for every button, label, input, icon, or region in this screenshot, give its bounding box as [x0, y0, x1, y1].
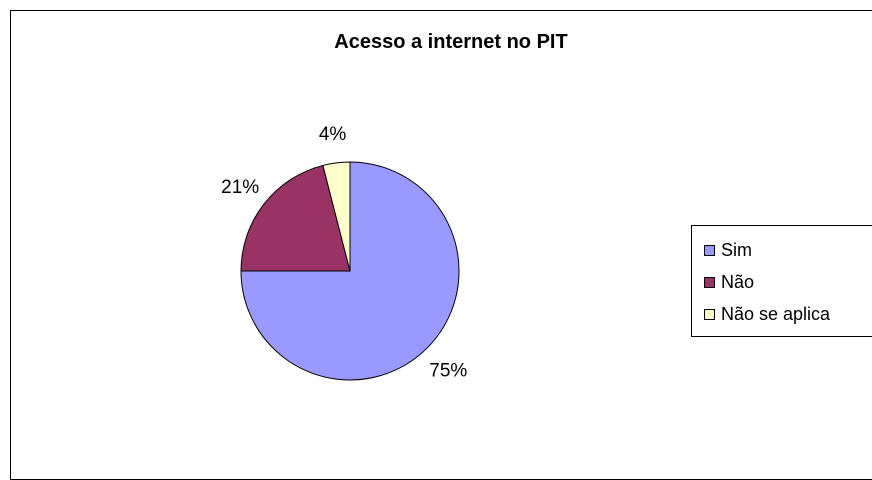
pie-slice-nao-se-aplica: [322, 161, 351, 272]
pie-slice-nao: [240, 164, 351, 272]
legend-item-sim: Sim: [692, 234, 872, 266]
legend-swatch-nao: [704, 276, 715, 288]
legend-item-nao-se-aplica: Não se aplica: [692, 298, 872, 330]
legend-swatch-nao-se-aplica: [704, 308, 715, 320]
data-label-nao: 21%: [221, 177, 259, 198]
data-label-nao-se-aplica: 4%: [319, 124, 347, 145]
legend-label-sim: Sim: [721, 239, 752, 260]
legend-item-nao: Não: [692, 266, 872, 298]
legend-label-nao-se-aplica: Não se aplica: [721, 303, 831, 324]
legend: Sim Não Não se aplica: [691, 225, 872, 337]
data-label-sim: 75%: [429, 360, 467, 381]
legend-label-nao: Não: [721, 271, 755, 292]
chart-frame: Acesso a internet no PIT 75% 21% 4% Sim Nã…: [10, 10, 872, 480]
pie-chart: 75% 21% 4%: [221, 124, 467, 381]
legend-swatch-sim: [704, 244, 715, 256]
chart-title: Acesso a internet no PIT: [334, 31, 568, 53]
